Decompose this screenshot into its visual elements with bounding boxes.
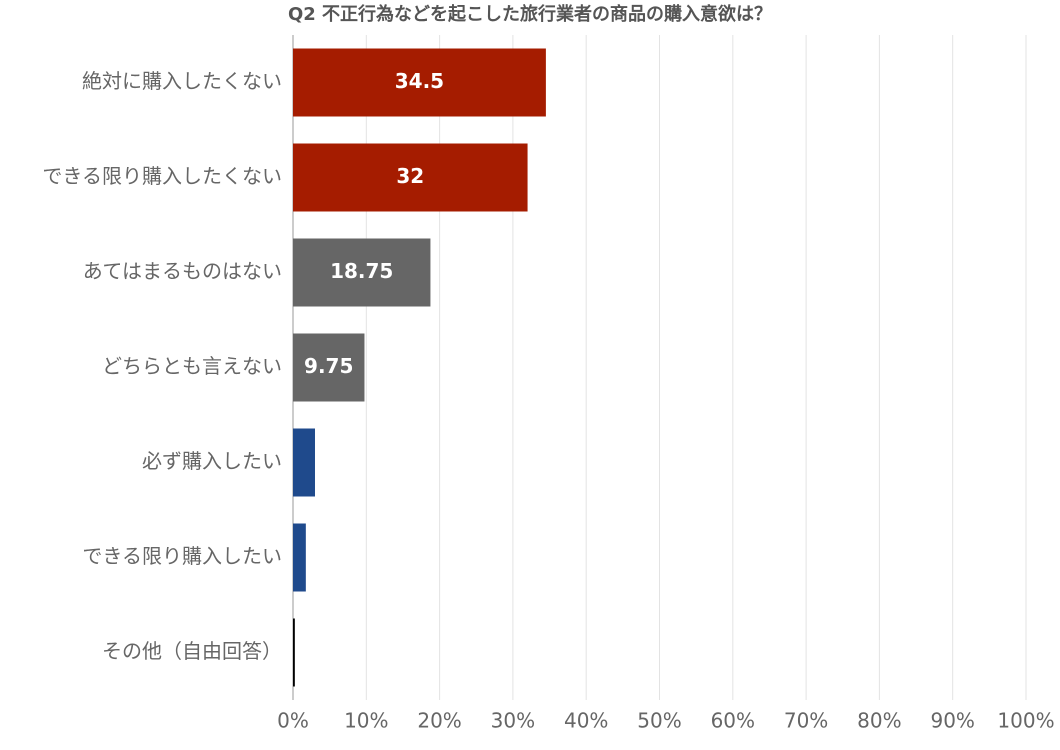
y-tick-label: どちらとも言えない xyxy=(102,354,282,378)
x-tick-label: 50% xyxy=(637,709,681,733)
x-tick-label: 80% xyxy=(857,709,901,733)
y-tick-label: できる限り購入したい xyxy=(82,544,282,568)
data-label: 18.75 xyxy=(330,259,393,283)
x-tick-label: 0% xyxy=(277,709,309,733)
data-label: 34.5 xyxy=(395,69,444,93)
data-label: 9.75 xyxy=(304,354,353,378)
bar xyxy=(293,333,365,402)
y-tick-label: できる限り購入したくない xyxy=(42,164,282,188)
bar xyxy=(293,523,306,592)
bar xyxy=(293,428,315,497)
x-tick-label: 10% xyxy=(344,709,388,733)
x-tick-label: 60% xyxy=(711,709,755,733)
x-tick-label: 70% xyxy=(784,709,828,733)
bar xyxy=(293,618,295,687)
y-tick-label: 必ず購入したい xyxy=(142,449,282,473)
x-tick-label: 20% xyxy=(417,709,461,733)
x-tick-label: 100% xyxy=(997,709,1054,733)
bar xyxy=(293,143,528,212)
y-tick-label: 絶対に購入したくない xyxy=(82,69,282,93)
bar xyxy=(293,48,546,117)
x-tick-label: 30% xyxy=(491,709,535,733)
x-tick-label: 40% xyxy=(564,709,608,733)
chart-title: Q2 不正行為などを起こした旅行業者の商品の購入意欲は？ xyxy=(288,3,772,25)
y-tick-label: あてはまるものはない xyxy=(83,259,282,283)
x-tick-label: 90% xyxy=(930,709,974,733)
data-label: 32 xyxy=(396,164,424,188)
bar xyxy=(293,238,431,307)
y-tick-label: その他（自由回答） xyxy=(102,639,282,663)
